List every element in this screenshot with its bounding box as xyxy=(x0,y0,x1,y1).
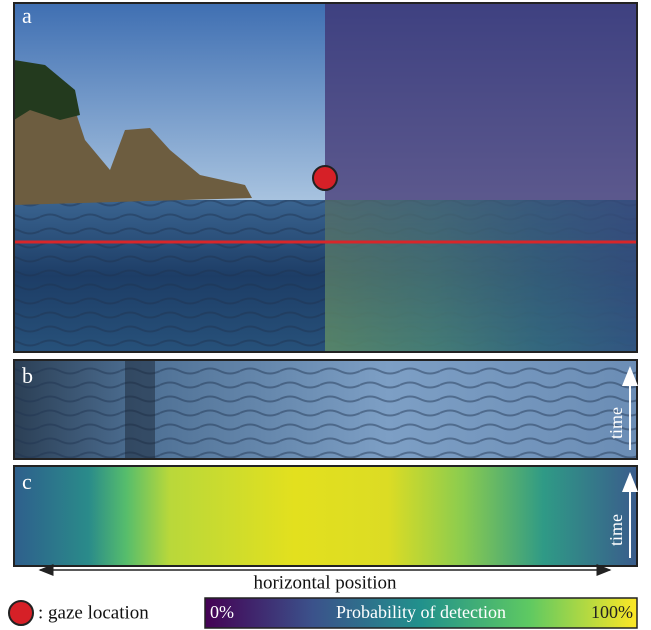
panel-label: c xyxy=(22,469,32,494)
gaze-marker xyxy=(312,165,338,191)
axis-label: time xyxy=(606,407,626,439)
shape xyxy=(13,2,638,353)
panel-c: c time xyxy=(13,465,638,567)
legend-marker xyxy=(8,600,34,626)
shape xyxy=(13,465,638,567)
colorbar xyxy=(204,597,638,629)
shape xyxy=(125,360,155,459)
panel-label: b xyxy=(22,363,33,388)
shape xyxy=(325,200,637,352)
panel-a: a xyxy=(13,2,638,353)
panel-label: a xyxy=(22,3,32,28)
colorbar-title: Probability of detection xyxy=(336,602,506,622)
shape xyxy=(14,466,637,566)
axis-label: time xyxy=(606,514,626,546)
shape xyxy=(13,359,638,460)
x-axis-label: horizontal position xyxy=(253,572,397,593)
shape xyxy=(14,60,252,205)
shape xyxy=(14,60,80,120)
panel-b: b time xyxy=(13,359,638,460)
shape xyxy=(14,360,637,459)
colorbar-min: 0% xyxy=(210,602,234,622)
colorbar-max: 100% xyxy=(591,602,633,622)
legend-label: : gaze location xyxy=(38,602,149,623)
